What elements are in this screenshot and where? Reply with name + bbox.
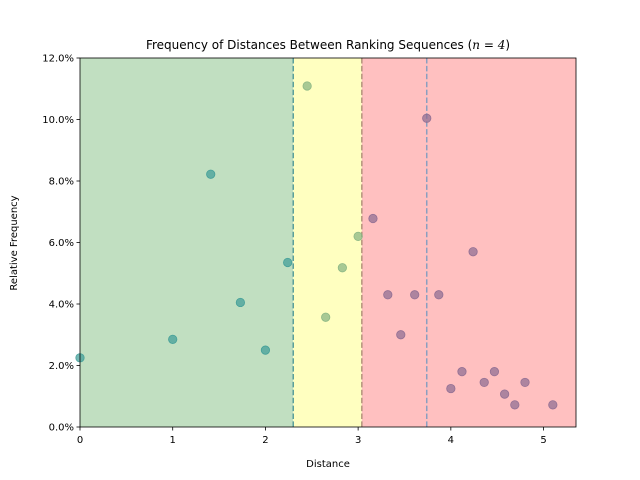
background-regions: [80, 58, 576, 427]
region-band-2: [361, 58, 576, 427]
data-point-19: [479, 377, 489, 388]
x-tick-label-2: 2: [262, 435, 268, 446]
data-point-11: [383, 290, 393, 300]
data-point-12: [396, 330, 406, 340]
y-tick-label-6: 12.0%: [42, 54, 74, 65]
data-point-21: [500, 389, 510, 399]
y-tick-label-0: 0.0%: [49, 423, 74, 434]
data-points: [75, 81, 558, 410]
y-tick-label-4: 8.0%: [49, 177, 74, 188]
x-tick-label-3: 3: [355, 435, 361, 446]
y-tick-label-3: 6.0%: [49, 238, 74, 249]
x-tick-label-1: 1: [170, 435, 176, 446]
data-point-5: [283, 257, 293, 268]
chart-title: Frequency of Distances Between Ranking S…: [146, 38, 510, 52]
data-point-4: [260, 345, 271, 355]
data-point-10: [368, 213, 378, 224]
data-point-8: [337, 263, 347, 273]
x-tick-label-0: 0: [77, 435, 83, 446]
data-point-24: [548, 400, 558, 410]
x-axis-ticks: 0 1 2 3 4 5: [77, 427, 547, 446]
data-point-23: [520, 377, 530, 388]
x-tick-label-4: 4: [448, 435, 454, 446]
region-band-0: [80, 58, 294, 427]
data-point-18: [468, 247, 478, 257]
x-axis-label: Distance: [306, 459, 350, 470]
data-point-9: [353, 231, 363, 241]
data-point-1: [168, 334, 178, 344]
data-point-14: [422, 113, 432, 123]
data-point-7: [321, 312, 331, 322]
data-point-13: [410, 290, 420, 300]
data-point-17: [457, 367, 467, 377]
y-axis-ticks: 0.0% 2.0% 4.0% 6.0% 8.0% 10.0% 12.0%: [42, 54, 80, 434]
data-point-22: [510, 400, 520, 410]
y-tick-label-1: 2.0%: [49, 361, 74, 372]
data-point-6: [302, 81, 312, 91]
y-tick-label-2: 4.0%: [49, 300, 74, 311]
threshold-lines: [292, 58, 428, 427]
data-point-20: [489, 367, 500, 377]
data-point-16: [446, 383, 456, 394]
region-band-1: [293, 58, 362, 427]
x-tick-label-5: 5: [540, 435, 546, 446]
data-point-2: [206, 169, 216, 179]
y-axis-label: Relative Frequency: [9, 195, 20, 290]
data-point-15: [434, 290, 444, 300]
y-tick-label-5: 10.0%: [42, 115, 74, 126]
data-point-3: [235, 297, 245, 308]
